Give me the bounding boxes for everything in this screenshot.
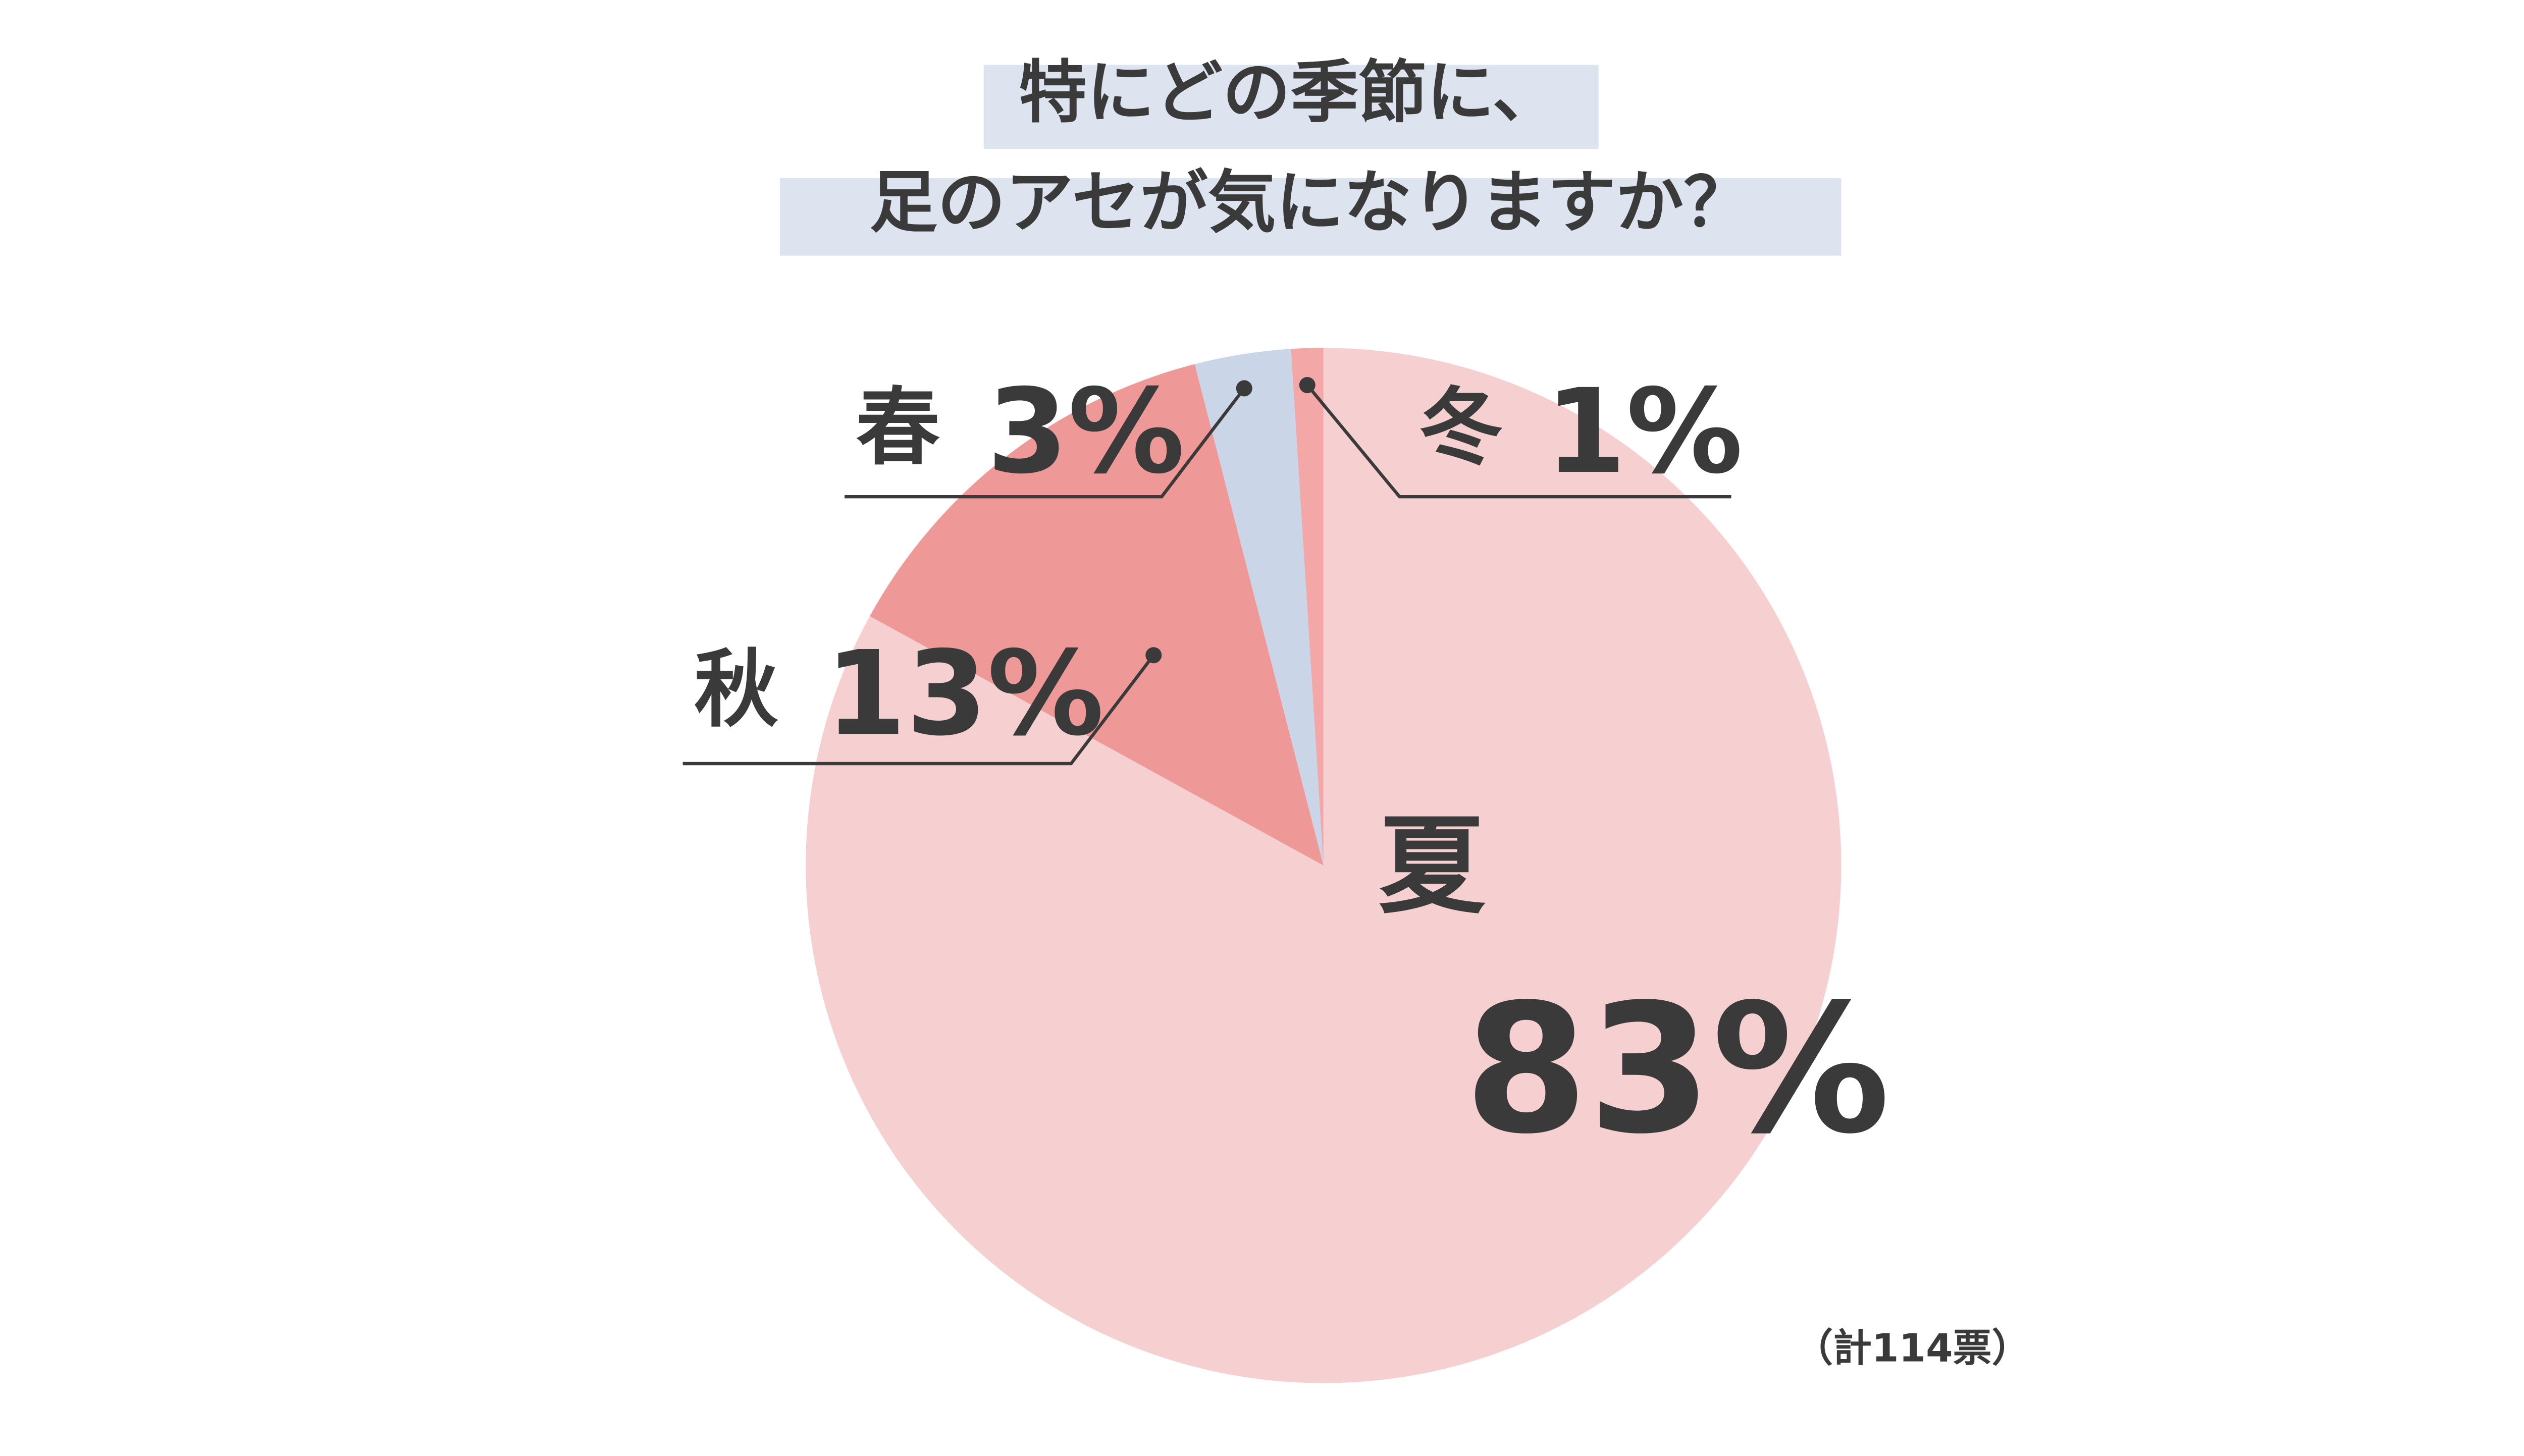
leader-dot [1145,647,1162,664]
leader-dot [1299,376,1316,394]
chart-title: 特にどの季節に、 [1019,53,1560,132]
leader-line [1306,384,1731,499]
leader-line [682,654,1155,766]
value-label: 83% [1464,966,1890,1173]
title-highlight [779,178,1842,256]
title-highlight [983,65,1599,149]
pie-slice [1291,348,1324,866]
chart-title: 足のアセが気になりますか？ [870,163,1752,242]
note: （計114票） [1794,1326,2030,1371]
category-label: 冬 [1419,379,1503,477]
category-label: 秋 [694,641,778,739]
category-label: 夏 [1379,804,1486,928]
pie-slice [870,364,1324,866]
value-label: 1% [1545,364,1743,500]
pie-slice [806,348,1842,1383]
value-label: 3% [987,364,1185,500]
leader-dot [1236,380,1252,397]
value-label: 13% [825,626,1104,762]
leader-line [845,387,1246,499]
pie-slice [1194,349,1324,866]
category-label: 春 [856,379,940,477]
